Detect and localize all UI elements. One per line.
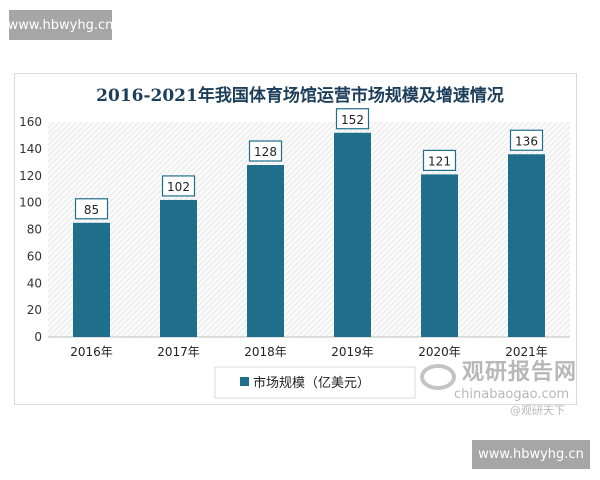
y-tick-label: 40 <box>27 276 42 290</box>
plot-area <box>48 122 570 337</box>
data-label: 85 <box>84 203 99 217</box>
data-label-box <box>74 198 109 220</box>
y-tick-label: 80 <box>27 223 42 237</box>
x-tick-label: 2017年 <box>157 345 200 359</box>
bar <box>73 222 110 337</box>
bar <box>421 174 458 337</box>
legend-label: 市场规模（亿美元） <box>253 375 370 391</box>
data-label: 136 <box>515 134 538 148</box>
legend-swatch <box>240 377 249 386</box>
x-tick-label: 2016年 <box>70 345 113 359</box>
bar <box>508 154 545 337</box>
brand-sub: @观研天下 <box>510 404 565 417</box>
y-tick-label: 60 <box>27 249 42 263</box>
data-label: 152 <box>341 113 364 127</box>
data-label: 102 <box>167 180 190 194</box>
x-tick-label: 2020年 <box>418 345 461 359</box>
bar <box>247 165 284 337</box>
data-label: 128 <box>254 145 277 159</box>
data-label-box <box>161 175 196 197</box>
y-tick-label: 160 <box>19 115 42 129</box>
brand-logo-icon <box>420 364 456 390</box>
data-label-box <box>248 140 283 162</box>
bar <box>160 199 197 337</box>
chart-frame <box>14 73 577 405</box>
x-tick-label: 2018年 <box>244 345 287 359</box>
data-label: 121 <box>428 154 451 168</box>
x-tick-label: 2021年 <box>505 345 548 359</box>
brand-url: chinabaogao.com <box>454 387 570 402</box>
y-tick-label: 20 <box>27 303 42 317</box>
y-tick-label: 140 <box>19 142 42 156</box>
data-label-box <box>509 129 544 151</box>
data-label-box <box>335 108 370 130</box>
watermark-bottom: www.hbwyhg.cn <box>472 440 590 469</box>
data-label-box <box>422 149 457 172</box>
x-tick-label: 2019年 <box>331 345 374 359</box>
y-tick-label: 120 <box>19 169 42 183</box>
watermark-top: www.hbwyhg.cn <box>8 10 113 40</box>
y-tick-label: 100 <box>19 196 42 210</box>
y-tick-label: 0 <box>34 330 42 344</box>
bar <box>334 132 371 337</box>
brand-name: 观研报告网 <box>462 360 578 385</box>
chart-title: 2016-2021年我国体育场馆运营市场规模及增速情况 <box>96 85 504 106</box>
